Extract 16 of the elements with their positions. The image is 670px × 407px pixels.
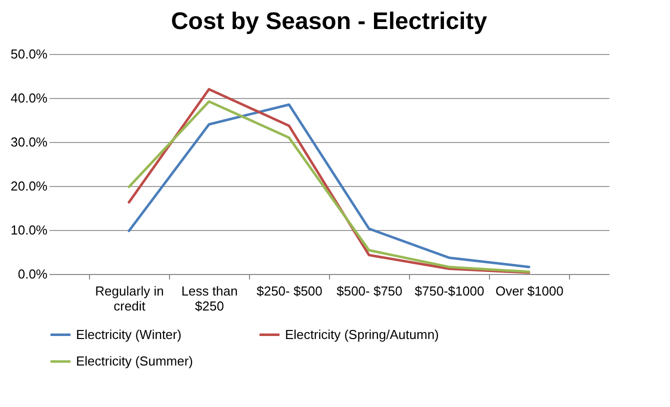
legend-label: Electricity (Winter) xyxy=(76,326,182,342)
chart-title: Cost by Season - Electricity xyxy=(170,8,488,35)
legend-label: Electricity (Summer) xyxy=(76,354,194,368)
y-tick-label: 10.0% xyxy=(10,222,48,238)
y-tick-label: 20.0% xyxy=(10,178,48,194)
x-tick-label: Over $1000 xyxy=(496,284,564,298)
y-tick-label: 0.0% xyxy=(18,266,48,282)
x-tick-label: $500- $750 xyxy=(336,284,402,298)
x-tick-label: Less than $250 xyxy=(181,284,238,314)
legend-label: Electricity (Spring/Autumn) xyxy=(285,326,439,342)
y-tick-label: 30.0% xyxy=(10,134,48,150)
x-tick-label: Regularly in credit xyxy=(95,284,164,314)
x-tick-label: $750-$1000 xyxy=(414,284,484,298)
y-tick-label: 50.0% xyxy=(10,46,48,62)
x-tick-label: $250- $500 xyxy=(256,284,322,298)
y-tick-label: 40.0% xyxy=(10,90,48,106)
